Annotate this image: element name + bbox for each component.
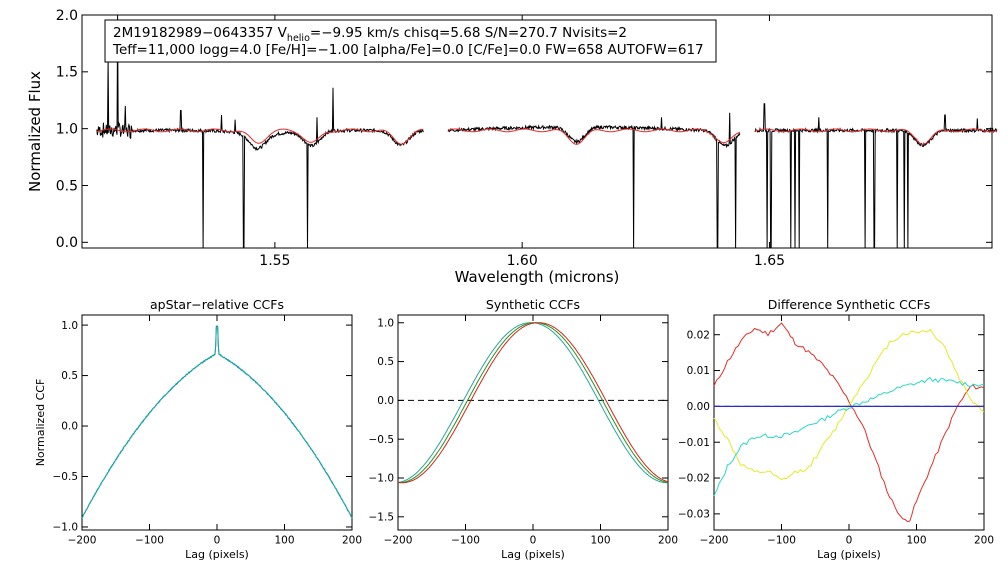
y-tick-label: 2.0 [56,8,78,24]
x-tick-label: 200 [342,535,362,547]
observed-spectrum-line [447,112,741,249]
panel-title: Synthetic CCFs [486,297,580,312]
x-tick-label: 0 [530,535,537,547]
apstar-ccf-panel: −200 −100 0 100 200 −1.0 −0.5 0.0 0.5 1.0 apStar−r… [34,297,362,561]
y-tick-label: 1.0 [61,320,78,332]
y-tick-label: 0.0 [56,235,78,251]
y-tick-label: 0.5 [56,178,78,194]
x-axis-label: Lag (pixels) [185,548,249,561]
x-tick-label: 0 [846,535,853,547]
y-tick-label: 0.01 [687,365,710,377]
x-tick-label: −100 [135,535,164,547]
annotation-subscript: helio [287,33,310,44]
x-tick-label: 1.65 [754,253,785,269]
difference-ccf-line [713,322,985,523]
observed-spectrum-line [96,14,424,249]
x-tick-label: 100 [906,535,926,547]
synthetic-ccf-panel: −200 −100 0 100 200 −1.5 −1.0 −0.5 0.0 0.5 1.0 Synt… [369,297,679,561]
x-tick-label: 1.60 [507,253,538,269]
x-tick-label: 200 [658,535,678,547]
y-tick-label: 0.02 [687,329,710,341]
y-tick-label: −1.5 [369,511,395,523]
x-tick-label: 100 [274,535,294,547]
ccf-series-line [81,327,353,519]
x-tick-label: −200 [68,535,97,547]
y-tick-label: −0.01 [678,437,710,449]
y-tick-label: −0.5 [53,471,79,483]
x-axis-label: Lag (pixels) [817,548,881,561]
difference-ccf-panel: −200 −100 0 100 200 −0.03 −0.02 −0.01 0.00 0.01 0.… [678,297,994,561]
annotation-line-1-pre: 2M19182989−0643357 V [113,25,288,41]
annotation-line-1: 2M19182989−0643357 Vhelio=−9.95 km/s chi… [113,25,627,44]
y-tick-label: −0.03 [678,509,710,521]
y-tick-label: 1.0 [377,317,394,329]
y-tick-label: 0.5 [377,356,394,368]
difference-ccf-line [713,377,985,496]
x-tick-label: 200 [974,535,994,547]
annotation-line-2: Teff=11,000 logg=4.0 [Fe/H]=−1.00 [alpha… [112,42,704,58]
x-axis-label: Wavelength (microns) [455,268,620,286]
y-tick-label: −1.0 [53,522,79,534]
x-tick-label: 0 [214,535,221,547]
panel-title: apStar−relative CCFs [150,297,284,312]
x-tick-label: 100 [590,535,610,547]
spectrum-panel: 1.55 1.60 1.65 0.0 0.5 1.0 1.5 2.0 Wavelength (m… [26,8,998,286]
x-tick-label: −100 [451,535,480,547]
observed-spectrum-line [754,103,998,249]
y-tick-label: 0.00 [687,401,710,413]
y-tick-label: 1.5 [56,65,78,81]
y-tick-label: 0.5 [61,370,78,382]
synthetic-spectrum-line [96,128,424,145]
x-tick-label: −200 [384,535,413,547]
synthetic-spectrum-line [447,128,740,145]
annotation-line-1-post: =−9.95 km/s chisq=5.68 S/N=270.7 Nvisits… [310,25,627,41]
synthetic-ccf-line [397,322,669,484]
y-tick-label: 0.0 [61,421,78,433]
y-axis-label: Normalized CCF [34,379,47,467]
y-tick-label: 1.0 [56,122,78,138]
synthetic-spectrum-line [754,128,997,145]
difference-ccf-line [713,328,985,481]
y-tick-label: 0.0 [377,395,394,407]
y-tick-label: −0.02 [678,473,710,485]
x-tick-label: −200 [700,535,729,547]
panel-title: Difference Synthetic CCFs [768,297,931,312]
x-tick-label: −100 [767,535,796,547]
y-axis-label: Normalized Flux [26,71,44,192]
annotation-box [104,19,717,63]
y-tick-label: −1.0 [369,473,395,485]
x-axis-label: Lag (pixels) [501,548,565,561]
y-tick-label: −0.5 [369,434,395,446]
x-tick-label: 1.55 [259,253,290,269]
